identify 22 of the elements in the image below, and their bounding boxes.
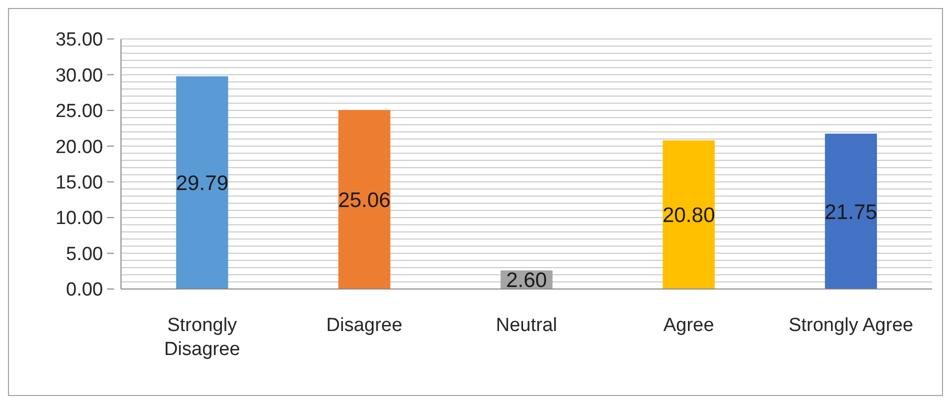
bar [662, 140, 715, 289]
data-label: 20.80 [662, 204, 716, 228]
x-tick-label: Agree [663, 315, 714, 336]
x-tick-label: Strongly Disagree [164, 315, 240, 360]
data-label: 21.75 [824, 200, 878, 224]
bar [824, 134, 877, 289]
data-label: 2.60 [506, 269, 547, 292]
y-tick-label: 0.00 [66, 280, 103, 301]
y-tick-label: 5.00 [66, 244, 103, 265]
data-label: 29.79 [176, 172, 228, 196]
data-label: 25.06 [338, 188, 391, 212]
x-tick-label: Neutral [496, 315, 558, 336]
y-tick-label: 10.00 [55, 208, 103, 230]
y-tick-label: 30.00 [55, 65, 103, 86]
y-tick-label: 25.00 [55, 101, 103, 122]
y-tick-label: 35.00 [55, 30, 103, 51]
bar [176, 76, 228, 289]
x-tick-label: Strongly Agree [788, 315, 914, 336]
x-tick-label: Disagree [326, 315, 402, 336]
bar [338, 110, 390, 289]
y-tick-label: 15.00 [55, 172, 103, 194]
y-tick-label: 20.00 [55, 136, 103, 158]
